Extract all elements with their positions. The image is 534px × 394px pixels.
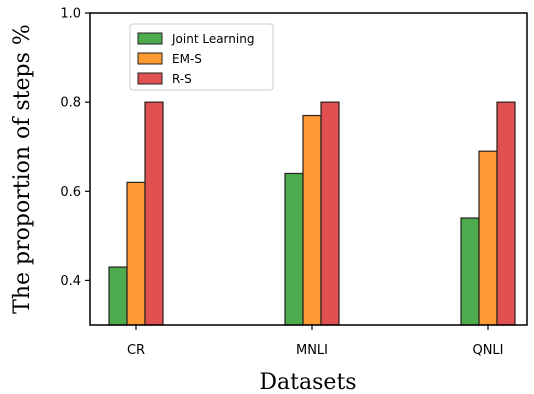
- x-axis-ticks: CR MNLI QNLI: [127, 325, 504, 358]
- bar-qnli-joint-learning: [460, 217, 480, 326]
- y-axis-ticks: 0.4 0.6 0.8 1.0: [60, 7, 90, 289]
- x-tick-label-mnli: MNLI: [296, 343, 328, 358]
- x-tick-label-cr: CR: [127, 343, 145, 358]
- legend-label: R-S: [172, 72, 192, 86]
- y-tick-label: 0.8: [60, 96, 81, 111]
- legend-box: [129, 23, 274, 91]
- bar-qnli-r-s: [496, 101, 516, 326]
- x-axis-title: Datasets: [259, 370, 356, 394]
- bar-cr-r-s: [144, 101, 164, 326]
- bars-group: [108, 101, 516, 326]
- x-tick-label-qnli: QNLI: [472, 343, 503, 358]
- legend-label: Joint Learning: [171, 32, 254, 46]
- bar-mnli-joint-learning: [284, 172, 304, 326]
- bar-cr-em-s: [126, 181, 146, 326]
- legend-swatch-r-s: [137, 72, 163, 85]
- bar-mnli-em-s: [302, 114, 322, 326]
- legend-swatch-joint-learning: [137, 32, 163, 45]
- legend-label: EM-S: [172, 52, 202, 66]
- y-tick-label: 0.6: [60, 185, 81, 200]
- legend-swatch-em-s: [137, 52, 163, 65]
- legend: Joint Learning EM-S R-S: [129, 23, 274, 91]
- plot-frame: [89, 12, 528, 326]
- y-tick-label: 1.0: [60, 7, 81, 22]
- bar-qnli-em-s: [478, 150, 498, 326]
- y-axis-title: The proportion of steps %: [10, 24, 35, 314]
- bar-mnli-r-s: [320, 101, 340, 326]
- bar-cr-joint-learning: [108, 266, 128, 326]
- y-tick-label: 0.4: [60, 274, 81, 289]
